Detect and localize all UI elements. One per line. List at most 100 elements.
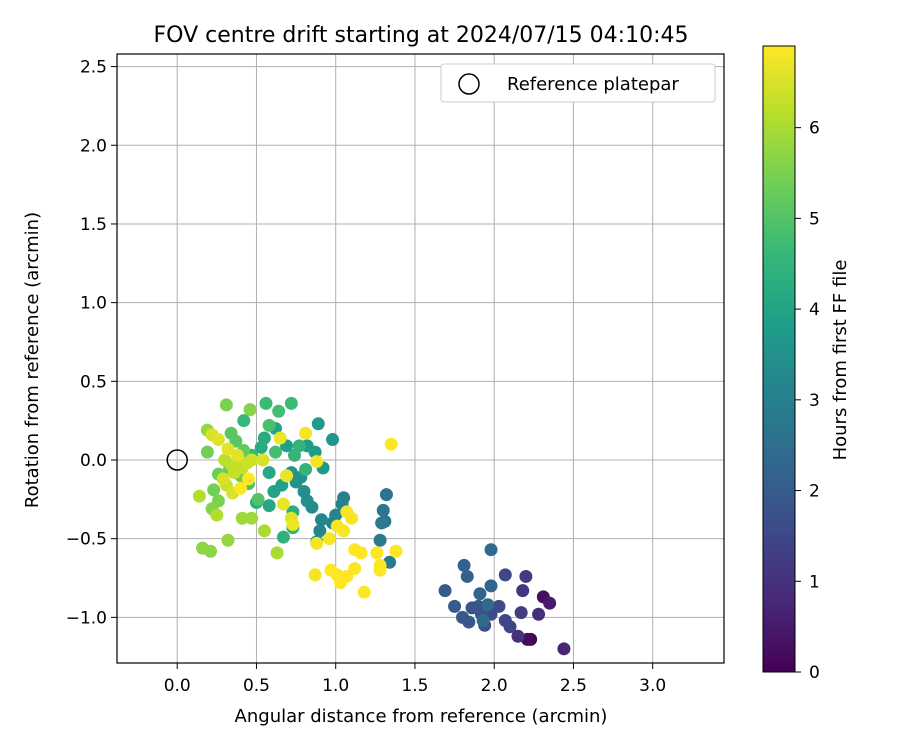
data-point — [237, 414, 251, 428]
legend-open-circle-icon — [458, 73, 480, 95]
x-tick-label: 3.0 — [639, 676, 666, 696]
data-point — [457, 558, 471, 572]
data-point — [322, 532, 336, 546]
data-point — [272, 404, 286, 418]
data-point — [292, 439, 306, 453]
data-point — [245, 511, 259, 525]
data-point — [511, 629, 525, 643]
data-point — [268, 445, 282, 459]
data-point — [204, 544, 218, 558]
reference-platepar-marker — [166, 449, 188, 471]
plot-frame — [116, 53, 725, 664]
data-point — [348, 562, 362, 576]
data-point — [498, 568, 512, 582]
data-point — [389, 544, 403, 558]
data-point — [229, 434, 243, 448]
data-point — [211, 433, 225, 447]
data-point — [484, 543, 498, 557]
colorbar-ticks: 0 1 2 3 4 5 6 — [795, 119, 820, 683]
colorbar-tick-label: 2 — [809, 482, 820, 502]
data-point — [245, 453, 259, 467]
data-point — [373, 533, 387, 547]
data-point — [376, 503, 390, 517]
data-point — [276, 530, 290, 544]
y-axis-ticks: −1.0 −0.5 0.0 0.5 1.0 1.5 2.0 2.5 — [66, 58, 117, 628]
data-point — [216, 472, 230, 486]
colorbar-tick-label: 4 — [809, 300, 820, 320]
data-point — [460, 569, 474, 583]
y-tick-label: 1.5 — [80, 215, 107, 235]
data-point — [375, 516, 389, 530]
y-tick-label: 2.5 — [80, 58, 107, 78]
data-point — [259, 396, 273, 410]
data-point — [337, 524, 351, 538]
x-tick-label: 1.5 — [401, 676, 428, 696]
data-point — [379, 488, 393, 502]
x-axis-label: Angular distance from reference (arcmin) — [235, 706, 608, 727]
data-point — [455, 610, 469, 624]
data-point — [256, 453, 270, 467]
data-point — [557, 642, 571, 656]
data-point — [492, 599, 506, 613]
data-point — [234, 481, 248, 495]
chart-title: FOV centre drift starting at 2024/07/15 … — [154, 23, 689, 48]
data-point — [384, 437, 398, 451]
data-point — [262, 466, 276, 480]
data-point — [313, 524, 327, 538]
data-point — [230, 448, 244, 462]
y-tick-label: −1.0 — [66, 608, 107, 628]
data-point — [448, 599, 462, 613]
data-point — [326, 433, 340, 447]
data-point — [310, 536, 324, 550]
data-point — [543, 596, 557, 610]
y-tick-label: 0.5 — [80, 372, 107, 392]
data-point — [299, 426, 313, 440]
colorbar-tick-label: 6 — [809, 119, 820, 139]
data-point — [270, 546, 284, 560]
y-tick-label: −0.5 — [66, 530, 107, 550]
data-point — [438, 584, 452, 598]
colorbar-tick-label: 5 — [809, 209, 820, 229]
data-point — [473, 587, 487, 601]
y-tick-label: 1.0 — [80, 294, 107, 314]
data-point — [273, 431, 287, 445]
data-point — [310, 455, 324, 469]
x-axis-ticks: 0.0 0.5 1.0 1.5 2.0 2.5 3.0 — [164, 663, 666, 696]
data-point — [267, 484, 281, 498]
colorbar-tick-label: 3 — [809, 391, 820, 411]
data-point — [476, 614, 490, 628]
y-axis-label: Rotation from reference (arcmin) — [22, 212, 43, 508]
data-point — [210, 508, 224, 522]
data-point — [280, 469, 294, 483]
legend-label: Reference platepar — [507, 74, 679, 95]
data-point — [284, 396, 298, 410]
data-point — [235, 511, 249, 525]
data-point — [514, 606, 528, 620]
data-point — [297, 484, 311, 498]
data-point — [357, 585, 371, 599]
data-point — [251, 492, 265, 506]
data-point — [200, 445, 214, 459]
x-tick-label: 2.0 — [481, 676, 508, 696]
colorbar-tick-label: 1 — [809, 572, 820, 592]
legend-box — [440, 63, 716, 103]
data-point — [465, 601, 479, 615]
legend: Reference platepar — [440, 63, 716, 103]
data-point — [340, 569, 354, 583]
data-point — [373, 563, 387, 577]
data-point — [498, 614, 512, 628]
x-tick-label: 0.0 — [164, 676, 191, 696]
data-point — [207, 483, 221, 497]
colorbar-label: Hours from first FF file — [830, 260, 851, 461]
data-point — [221, 533, 235, 547]
data-point — [254, 440, 268, 454]
x-tick-label: 0.5 — [243, 676, 270, 696]
y-tick-label: 0.0 — [80, 451, 107, 471]
data-point — [311, 417, 325, 431]
data-point — [286, 518, 300, 532]
data-point — [308, 568, 322, 582]
x-tick-label: 2.5 — [560, 676, 587, 696]
data-point — [370, 546, 384, 560]
